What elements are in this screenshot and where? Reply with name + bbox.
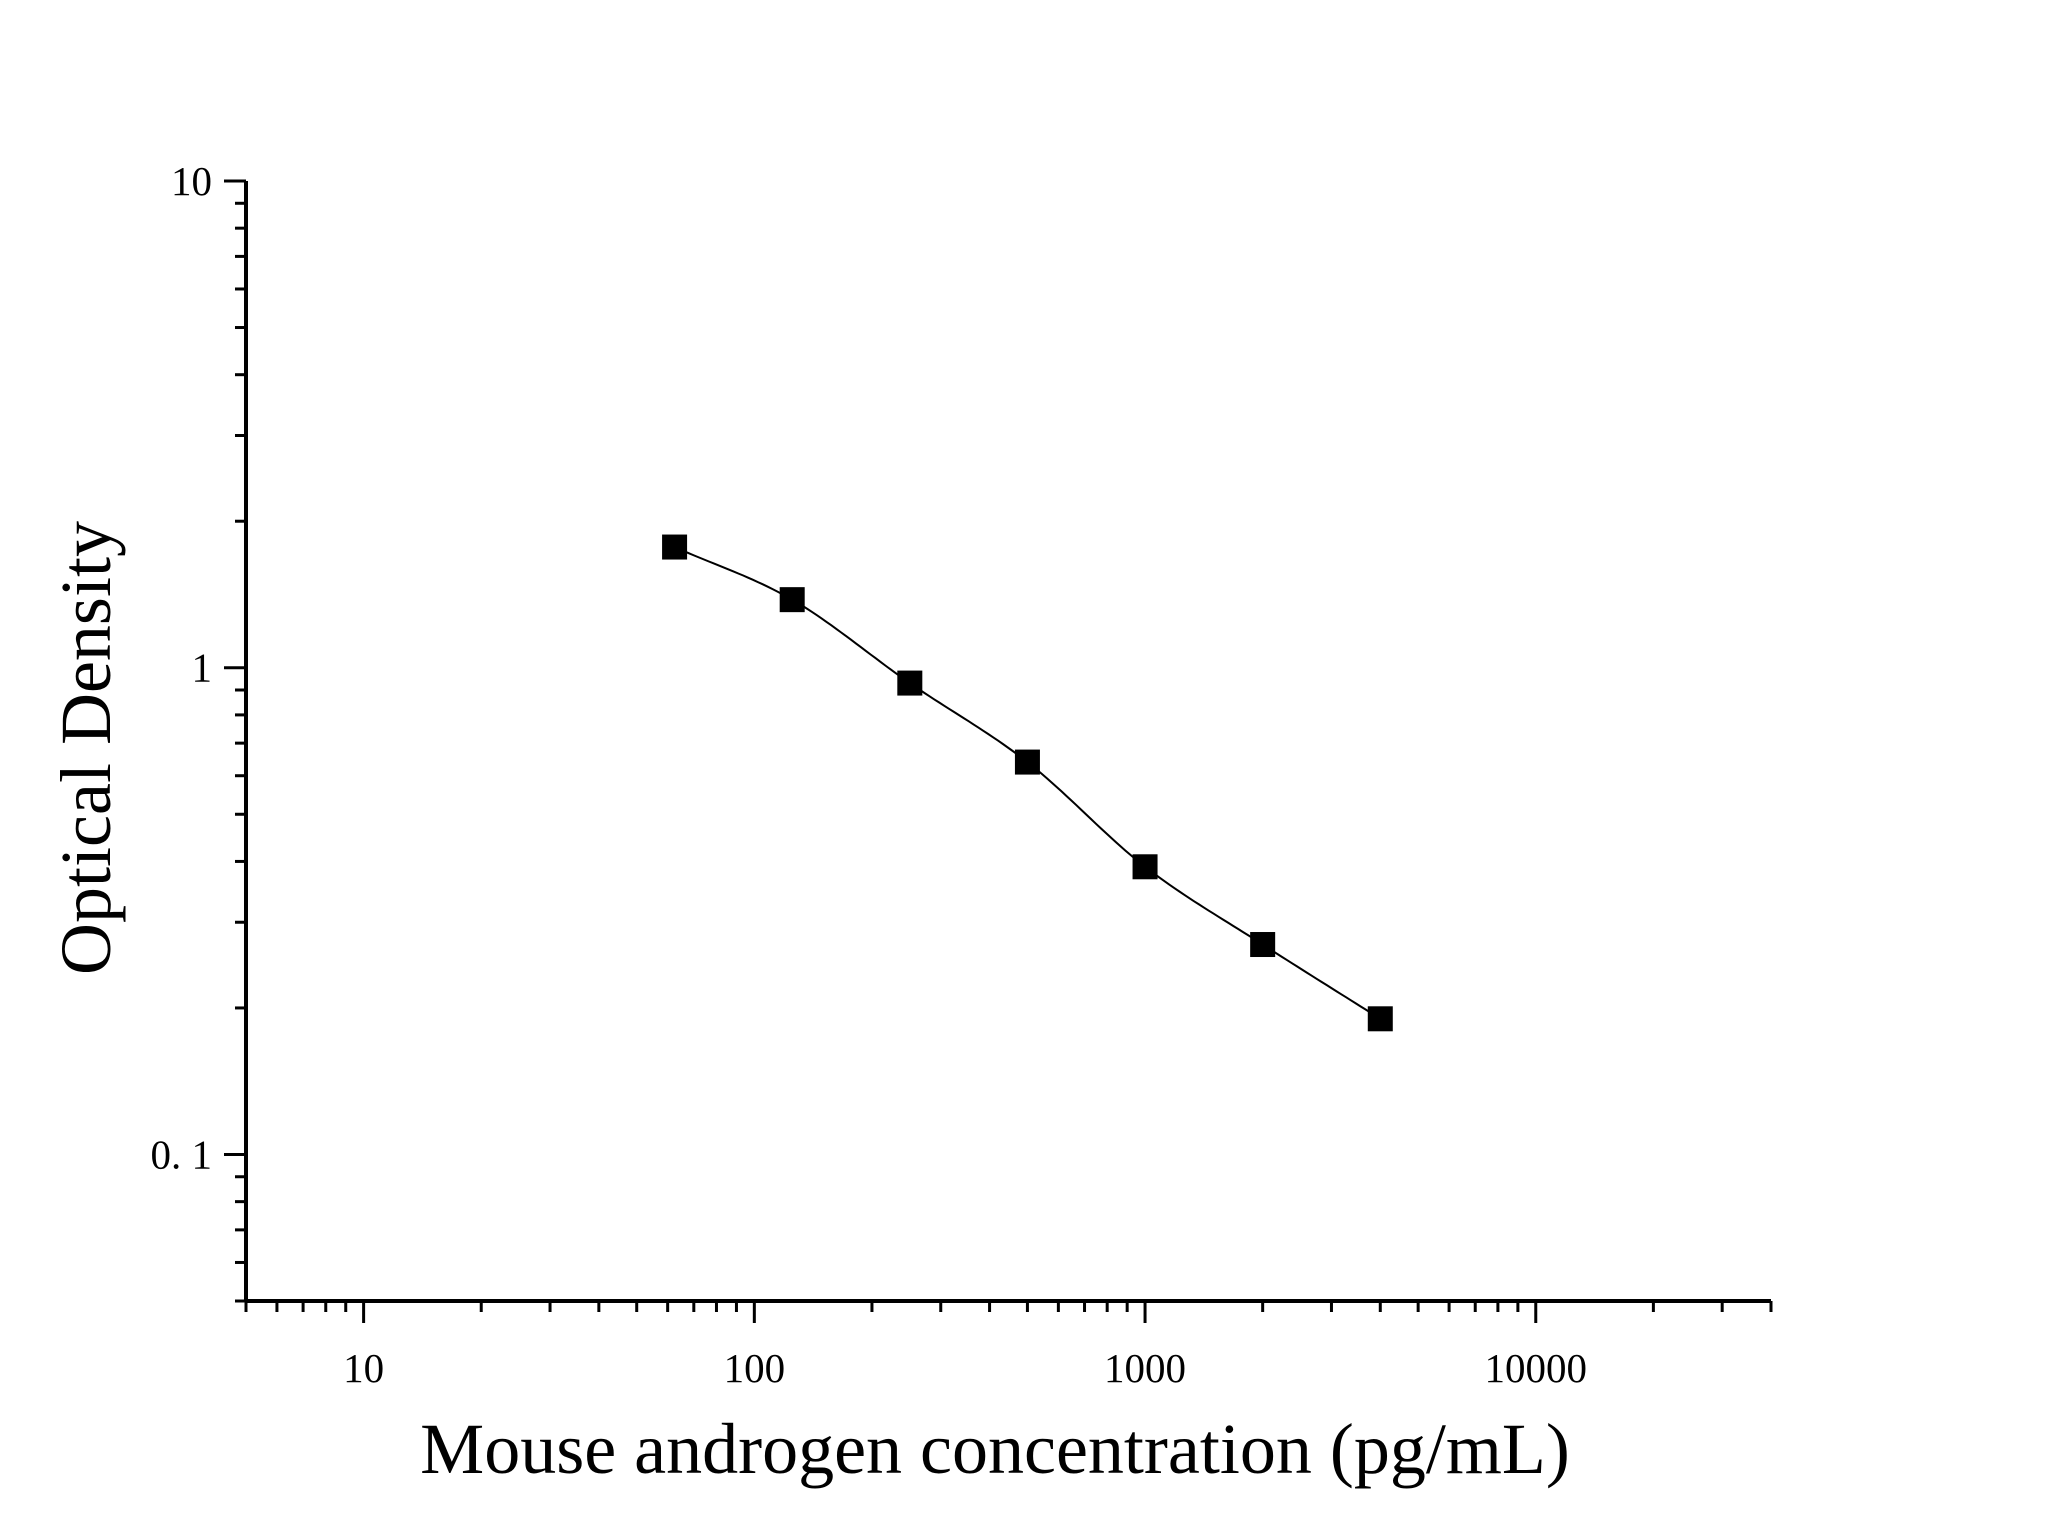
x-tick-label: 100 xyxy=(724,1345,786,1391)
x-tick-labels: 10 100 1000 10000 xyxy=(343,1345,1587,1391)
y-tick-labels: 0. 1 1 10 xyxy=(151,158,213,1177)
data-point xyxy=(897,670,923,696)
x-tick-label: 10000 xyxy=(1485,1345,1588,1391)
y-axis-title: Optical Density xyxy=(46,521,126,975)
data-point xyxy=(779,587,805,613)
y-tick-label: 1 xyxy=(192,645,213,691)
data-point xyxy=(1250,932,1276,958)
x-tick-label: 1000 xyxy=(1104,1345,1186,1391)
y-tick-label: 0. 1 xyxy=(151,1131,213,1177)
data-point xyxy=(1132,854,1158,880)
data-point xyxy=(662,534,688,560)
data-point xyxy=(1014,749,1040,775)
x-tick-label: 10 xyxy=(343,1345,384,1391)
x-axis-title: Mouse androgen concentration (pg/mL) xyxy=(420,1409,1570,1489)
axes xyxy=(224,179,1773,1323)
data-points xyxy=(662,534,1393,1032)
y-tick-label: 10 xyxy=(171,158,212,204)
data-point xyxy=(1367,1006,1393,1032)
